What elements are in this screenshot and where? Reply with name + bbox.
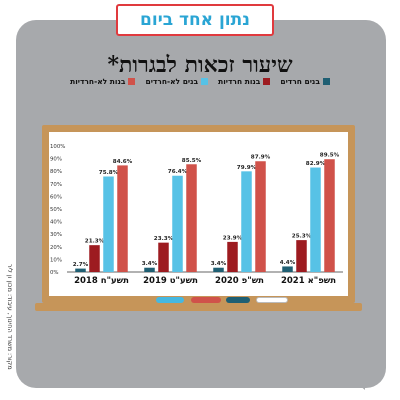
x-category-label: תשפ"א 2021: [281, 276, 336, 286]
bar-value-label: 79.9%: [237, 165, 257, 171]
y-tick-label: 30%: [50, 232, 62, 238]
bar: [227, 241, 238, 272]
brand-title: נתון אחד ביום: [140, 10, 250, 30]
chart-title: שיעור זכאות לבגרות*: [107, 52, 293, 78]
bar: [213, 267, 224, 272]
bar: [324, 159, 335, 272]
y-tick-label: 70%: [50, 182, 62, 188]
bar-value-label: 21.3%: [85, 239, 105, 245]
bar: [296, 240, 307, 272]
y-tick-label: 100%: [50, 144, 65, 150]
legend-item-girls-non-haredi: בנות לא-חרדיות: [70, 77, 136, 86]
chart-legend: בנות לא-חרדיות בנים לא-חרדים בנות חרדיות…: [50, 77, 350, 86]
bar-value-label: 2.7%: [73, 262, 89, 268]
red-chalk: [191, 297, 221, 303]
bar-value-label: 25.3%: [292, 234, 312, 240]
bar: [186, 164, 197, 272]
bar: [89, 245, 100, 272]
bar-value-label: 3.4%: [142, 261, 158, 267]
bar: [255, 161, 266, 272]
y-tick-label: 50%: [50, 207, 62, 213]
blue-chalk: [156, 297, 184, 303]
y-tick-label: 80%: [50, 169, 62, 175]
source-note: מקור: משרד החינוך, עיבוד: מכון ון ליר: [6, 264, 14, 370]
legend-item-boys-haredi: בנים חרדים: [280, 77, 330, 86]
bar: [241, 171, 252, 272]
bar-value-label: 85.5%: [182, 158, 202, 164]
bar-value-label: 89.5%: [320, 153, 340, 159]
legend-label-girls-non-haredi: בנות לא-חרדיות: [70, 77, 126, 86]
bar-value-label: 87.9%: [251, 155, 271, 161]
y-tick-label: 0%: [50, 270, 59, 276]
brand-header: נתון אחד ביום: [116, 4, 274, 36]
legend-swatch-girls-haredi: [263, 78, 271, 85]
chalkboard-surface: 0% 10% 20% 30% 40% 50% 60% 70% 80% 90% 100% 2.7% 21.…: [49, 132, 348, 296]
legend-label-boys-non-haredi: בנים לא-חרדים: [145, 77, 199, 86]
bar-value-label: 23.3%: [154, 236, 174, 242]
legend-label-boys-haredi: בנים חרדים: [280, 77, 320, 86]
x-category-label: תשע"ט 2019: [143, 276, 198, 286]
bar-value-label: 84.6%: [113, 159, 133, 165]
y-tick-label: 40%: [50, 220, 62, 226]
white-chalk: [256, 297, 288, 303]
bar-value-label: 75.8%: [99, 170, 119, 176]
y-tick-label: 60%: [50, 194, 62, 200]
x-category-label: תש"פ 2020: [215, 276, 264, 286]
y-tick-label: 90%: [50, 157, 62, 163]
bar-value-label: 3.4%: [211, 261, 227, 267]
legend-label-girls-haredi: בנות חרדיות: [218, 77, 261, 86]
legend-swatch-boys-non-haredi: [201, 78, 209, 85]
legend-swatch-boys-haredi: [322, 78, 330, 85]
bar: [103, 176, 114, 272]
bar: [282, 266, 293, 272]
y-tick-label: 10%: [50, 257, 62, 263]
bar-chart: 0% 10% 20% 30% 40% 50% 60% 70% 80% 90% 100% 2.7% 21.…: [50, 144, 343, 286]
legend-item-girls-haredi: בנות חרדיות: [218, 77, 271, 86]
bar-value-label: 82.9%: [306, 161, 326, 167]
legend-item-boys-non-haredi: בנים לא-חרדים: [145, 77, 209, 86]
x-category-label: תשע"ח 2018: [74, 276, 129, 286]
bar: [310, 167, 321, 272]
bar: [172, 175, 183, 272]
bar-value-label: 76.4%: [168, 169, 188, 175]
chalk-tray: [35, 303, 362, 311]
y-tick-label: 20%: [50, 245, 62, 251]
bar: [75, 268, 86, 272]
bar-value-label: 4.4%: [280, 260, 296, 266]
legend-swatch-girls-non-haredi: [128, 78, 136, 85]
bar: [158, 242, 169, 272]
bar: [144, 267, 155, 272]
speech-bubble-tail: [339, 368, 365, 390]
bar: [117, 165, 128, 272]
bar-value-label: 23.9%: [223, 235, 243, 241]
teal-chalk: [226, 297, 250, 303]
